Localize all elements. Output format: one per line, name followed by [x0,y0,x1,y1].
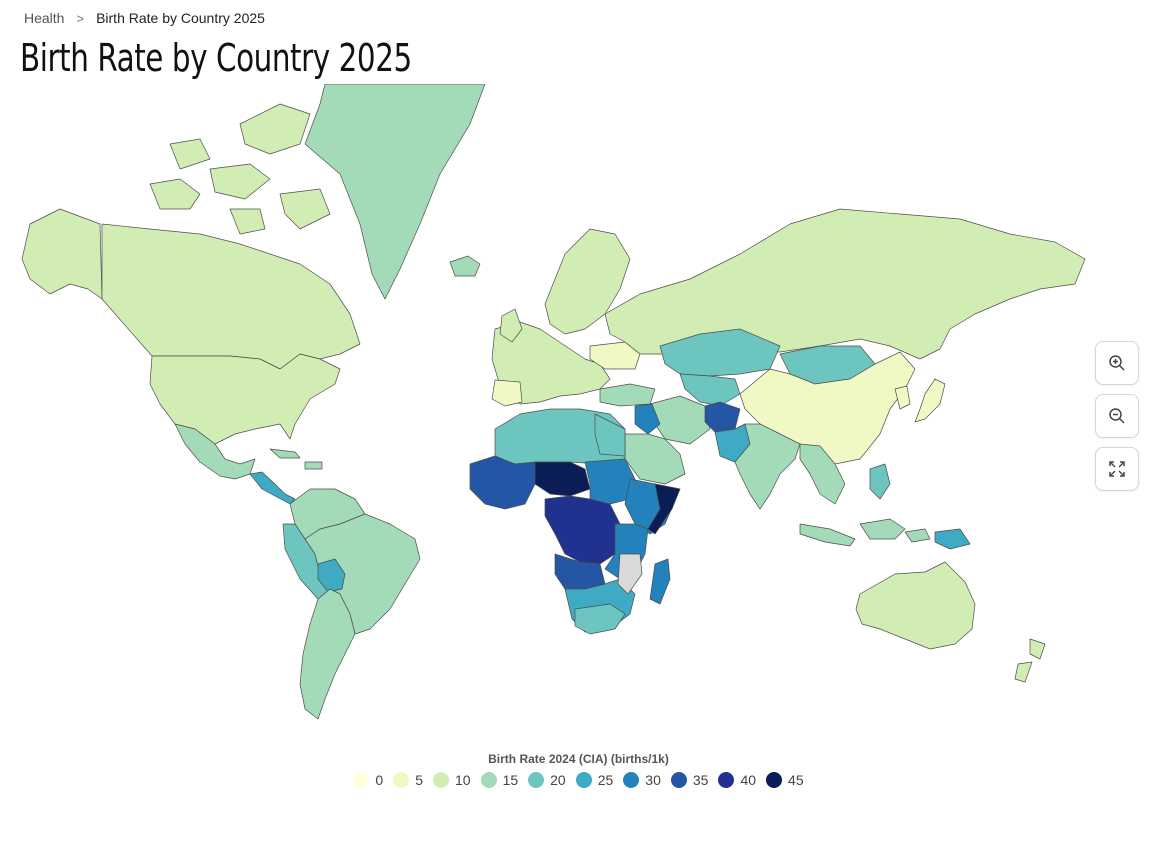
country-niger-mali[interactable] [534,461,591,497]
country-mozambique[interactable] [617,553,643,595]
legend-swatch [480,772,497,788]
legend-swatch [623,772,640,788]
country-egypt[interactable] [594,413,626,457]
country-chad-sudan[interactable] [584,458,636,505]
legend-label: 10 [454,772,471,788]
country-uk[interactable] [499,308,523,343]
legend-swatch [766,772,783,788]
country-central-africa[interactable] [544,495,621,565]
legend-label: 30 [645,772,661,788]
country-caribbean[interactable] [269,448,323,470]
legend-swatch [718,772,735,788]
world-map-svg[interactable] [0,84,1157,734]
legend-label: 40 [740,772,757,788]
legend-label: 35 [692,772,709,788]
legend-label: 15 [502,772,519,788]
breadcrumb-health-link[interactable]: Health [24,10,65,26]
legend-swatch [528,772,545,788]
legend-item-40[interactable]: 40 [718,772,756,788]
country-afghanistan[interactable] [704,401,741,433]
country-philippines[interactable] [869,463,891,500]
country-greenland[interactable] [304,84,486,300]
legend-swatch [393,772,410,788]
legend-title: Birth Rate 2024 (CIA) (births/1k) [488,752,669,766]
country-japan[interactable] [914,378,946,423]
legend-item-20[interactable]: 20 [528,772,566,788]
legend-item-35[interactable]: 35 [670,772,709,788]
legend-item-10[interactable]: 10 [432,772,471,788]
legend-item-0[interactable]: 0 [353,772,383,788]
country-russia[interactable] [604,208,1086,360]
country-argentina-chile[interactable] [299,588,356,720]
page-title: Birth Rate by Country 2025 [20,36,412,80]
breadcrumb-current: Birth Rate by Country 2025 [96,10,265,26]
fullscreen-button[interactable] [1095,447,1139,491]
country-south-africa[interactable] [574,603,626,635]
country-iberia[interactable] [491,379,523,407]
country-kazakhstan[interactable] [659,328,781,377]
country-central-asia[interactable] [679,373,741,407]
country-scandinavia[interactable] [544,228,631,335]
country-mexico[interactable] [174,423,256,480]
country-iraq[interactable] [634,403,661,435]
legend-label: 0 [375,772,384,788]
country-papua-new-guinea[interactable] [934,528,971,550]
legend-item-45[interactable]: 45 [766,772,804,788]
legend-item-5[interactable]: 5 [393,772,423,788]
legend-item-25[interactable]: 25 [575,772,614,788]
legend-swatch [432,772,449,788]
fullscreen-icon [1109,461,1125,477]
country-canada[interactable] [101,223,361,370]
country-alaska[interactable] [21,208,103,300]
country-west-africa[interactable] [469,455,536,510]
country-iceland[interactable] [449,255,481,277]
zoom-in-icon [1109,355,1125,371]
legend-swatch [575,772,592,788]
country-bolivia[interactable] [317,558,346,593]
countries [21,84,1086,720]
country-southeast-asia[interactable] [799,443,846,505]
country-madagascar[interactable] [649,558,671,605]
country-turkey[interactable] [599,383,656,407]
legend-swatch [670,772,687,788]
country-somalia[interactable] [647,483,681,535]
country-india[interactable] [734,423,801,510]
legend-item-30[interactable]: 30 [623,772,661,788]
country-australia[interactable] [855,561,976,650]
world-map[interactable] [0,84,1157,734]
breadcrumb-separator: > [76,10,85,26]
map-legend: Birth Rate 2024 (CIA) (births/1k) 0 5 10 15… [0,752,1157,788]
country-korea[interactable] [894,385,911,410]
country-saudi-arabia[interactable] [624,433,686,485]
breadcrumb: Health > Birth Rate by Country 2025 [24,10,265,26]
zoom-out-button[interactable] [1095,394,1139,438]
country-canada-islands[interactable] [149,103,331,235]
country-iran-region[interactable] [649,395,711,445]
map-controls [1095,341,1139,491]
legend-items: 0 5 10 15 20 25 30 35 40 45 [0,772,1157,788]
country-new-zealand[interactable] [1014,638,1046,683]
legend-label: 5 [415,772,423,788]
legend-label: 25 [597,772,614,788]
legend-item-15[interactable]: 15 [480,772,519,788]
legend-label: 45 [788,772,804,788]
legend-label: 20 [550,772,566,788]
zoom-out-icon [1109,408,1125,424]
country-central-america[interactable] [249,471,296,505]
legend-swatch [353,772,370,788]
zoom-in-button[interactable] [1095,341,1139,385]
country-indonesia[interactable] [799,518,931,547]
